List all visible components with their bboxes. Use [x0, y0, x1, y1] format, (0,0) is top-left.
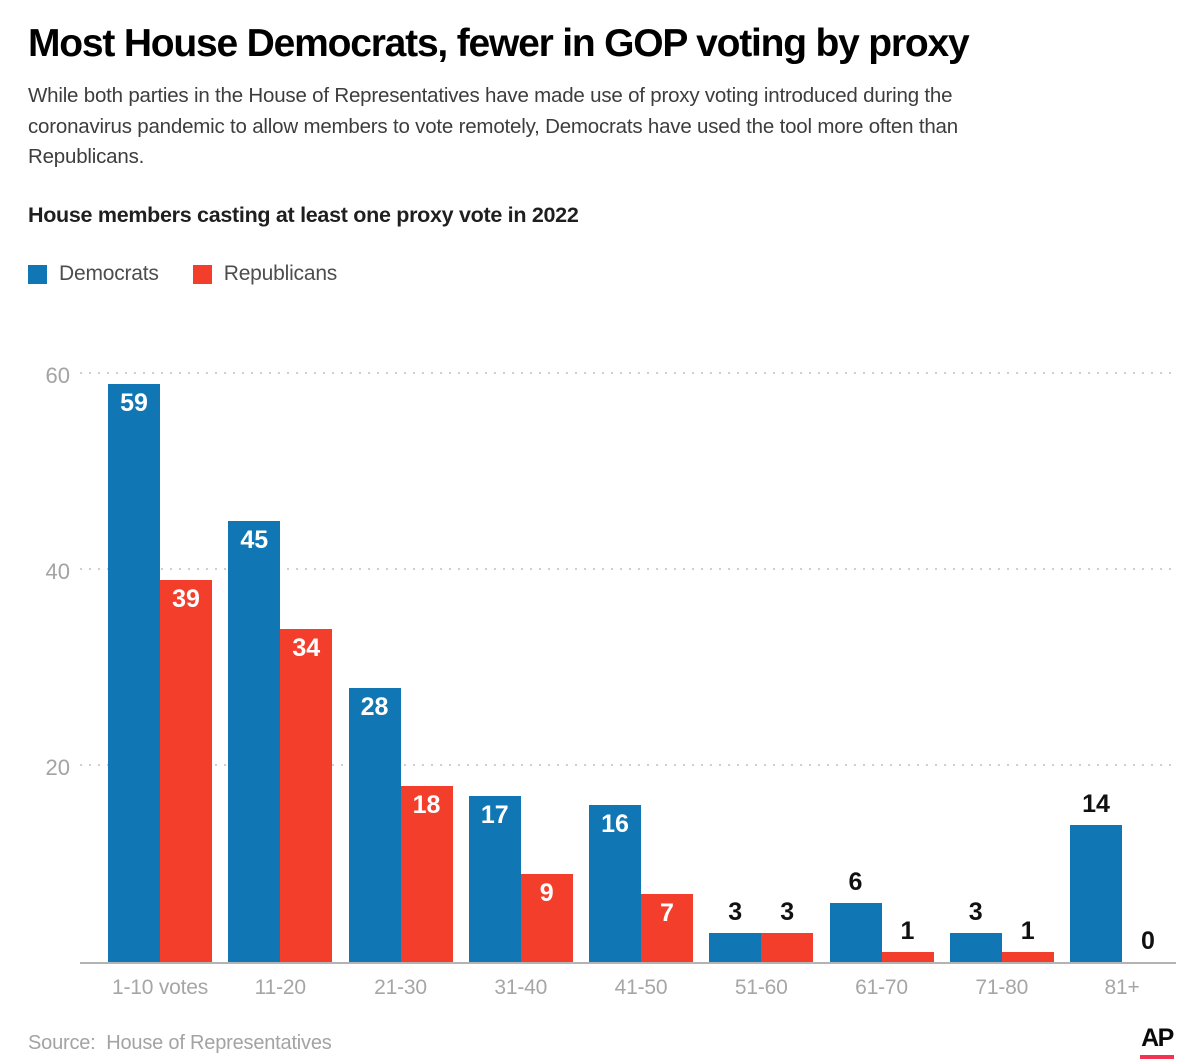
bar-slot-democrats: 14 — [1070, 344, 1122, 963]
bar-slot-democrats: 45 — [228, 344, 281, 963]
y-tick-label-20: 20 — [45, 755, 70, 781]
bar-slot-republicans: 39 — [160, 344, 212, 963]
legend-item-democrats: Democrats — [28, 262, 159, 286]
bar-democrats — [108, 383, 160, 963]
chart-subtitle: While both parties in the House of Repre… — [28, 83, 958, 169]
bar-value-label-republicans: 0 — [1141, 927, 1155, 956]
x-tick-label: 21-30 — [374, 976, 427, 1000]
bar-slot-democrats: 6 — [829, 344, 882, 963]
bar-republicans — [761, 932, 814, 963]
x-tick-label: 41-50 — [614, 976, 668, 1000]
bar-republicans — [1001, 952, 1054, 963]
x-tick-label: 61-70 — [855, 976, 908, 1000]
bar-chart: 20 40 60 59 39 1-10 votes 45 34 11-20 28 18 21-30 1… — [28, 344, 1176, 999]
bar-group-11-20: 45 34 11-20 — [228, 344, 333, 999]
bar-groups: 59 39 1-10 votes 45 34 11-20 28 18 21-30 17 9 31-40… — [108, 344, 1174, 999]
bar-value-label-democrats: 45 — [240, 526, 269, 555]
bar-slot-democrats: 3 — [709, 344, 762, 963]
bar-group-61-70: 6 1 61-70 — [829, 344, 934, 999]
bar-slot-republicans: 7 — [641, 344, 693, 963]
bar-value-label-democrats: 28 — [360, 692, 389, 721]
bar-group-31-40: 17 9 31-40 — [468, 344, 573, 999]
bar-group-21-30: 28 18 21-30 — [348, 344, 453, 999]
bar-slot-republicans: 34 — [280, 344, 333, 963]
chart-heading: House members casting at least one proxy… — [28, 203, 579, 228]
bar-group-71-80: 3 1 71-80 — [949, 344, 1054, 999]
bar-republicans — [641, 893, 693, 963]
bar-slot-republicans: 9 — [520, 344, 573, 963]
y-tick-label-40: 40 — [45, 559, 70, 585]
bar-democrats — [1070, 824, 1122, 963]
legend-label-republicans: Republicans — [223, 262, 338, 286]
gridline-60 — [80, 372, 1176, 375]
bar-republicans — [881, 952, 934, 963]
bar-democrats — [589, 805, 641, 963]
democrats-swatch-icon — [28, 264, 47, 284]
bar-slot-republicans: 18 — [400, 344, 453, 963]
bar-value-label-republicans: 1 — [1020, 917, 1035, 946]
bar-group-41-50: 16 7 41-50 — [589, 344, 693, 999]
x-tick-label: 1-10 votes — [111, 976, 209, 1000]
bar-democrats — [709, 932, 762, 963]
bar-value-label-republicans: 3 — [780, 897, 795, 926]
chart-legend: Democrats Republicans — [28, 262, 1176, 286]
republicans-swatch-icon — [192, 264, 212, 284]
bar-slot-republicans: 1 — [1001, 344, 1054, 963]
bar-group-51-60: 3 3 51-60 — [709, 344, 814, 999]
ap-logo-text: AP — [1141, 1024, 1174, 1053]
bar-slot-republicans: 1 — [881, 344, 934, 963]
x-tick-label: 11-20 — [254, 976, 306, 1000]
legend-label-democrats: Democrats — [59, 262, 159, 286]
bar-slot-democrats: 17 — [468, 344, 521, 963]
bar-slot-republicans: 3 — [761, 344, 814, 963]
bar-value-label-democrats: 17 — [480, 800, 509, 829]
y-axis: 20 40 60 — [28, 344, 80, 964]
bar-value-label-democrats: 3 — [968, 897, 983, 926]
bar-value-label-republicans: 34 — [292, 633, 321, 662]
bar-slot-democrats: 3 — [949, 344, 1002, 963]
bar-slot-democrats: 28 — [348, 344, 401, 963]
bar-republicans — [160, 579, 212, 963]
bar-group-1-10-votes: 59 39 1-10 votes — [108, 344, 212, 999]
bar-republicans — [280, 628, 333, 963]
ap-logo-underline — [1140, 1055, 1174, 1059]
ap-logo: AP — [1140, 1026, 1174, 1059]
chart-footer: Source: House of Representatives AP — [28, 1026, 1176, 1059]
bar-slot-democrats: 59 — [108, 344, 160, 963]
bar-republicans — [400, 785, 453, 963]
bar-slot-republicans: 0 — [1122, 344, 1174, 962]
bar-democrats — [348, 687, 401, 963]
bar-democrats — [228, 521, 281, 963]
bar-value-label-democrats: 3 — [728, 897, 743, 926]
source-credit: Source: House of Representatives — [28, 1031, 332, 1054]
x-tick-label: 71-80 — [975, 976, 1029, 1000]
bar-republicans — [520, 873, 573, 963]
gridline-40 — [80, 568, 1176, 571]
bar-group-81+: 14 0 81+ — [1070, 344, 1174, 999]
page-title: Most House Democrats, fewer in GOP votin… — [28, 22, 970, 65]
bar-value-label-republicans: 18 — [412, 790, 441, 819]
x-tick-label: 81+ — [1104, 976, 1140, 1000]
bar-value-label-republicans: 1 — [900, 917, 915, 946]
bar-value-label-democrats: 16 — [601, 810, 629, 839]
bar-value-label-republicans: 7 — [660, 898, 674, 927]
y-tick-label-60: 60 — [45, 363, 70, 389]
bar-democrats — [949, 932, 1002, 963]
gridline-20 — [80, 764, 1176, 767]
legend-item-republicans: Republicans — [192, 262, 338, 286]
bar-value-label-republicans: 39 — [172, 584, 200, 613]
x-tick-label: 31-40 — [494, 976, 548, 1000]
bar-value-label-democrats: 6 — [848, 868, 863, 897]
bar-value-label-democrats: 59 — [120, 388, 148, 417]
plot-area: 59 39 1-10 votes 45 34 11-20 28 18 21-30 17 9 31-40… — [80, 344, 1176, 999]
bar-democrats — [829, 903, 882, 963]
x-tick-label: 51-60 — [734, 976, 788, 1000]
bar-slot-democrats: 16 — [589, 344, 641, 963]
bar-value-label-republicans: 9 — [539, 878, 554, 907]
bar-democrats — [468, 795, 521, 963]
bar-value-label-democrats: 14 — [1082, 789, 1110, 818]
